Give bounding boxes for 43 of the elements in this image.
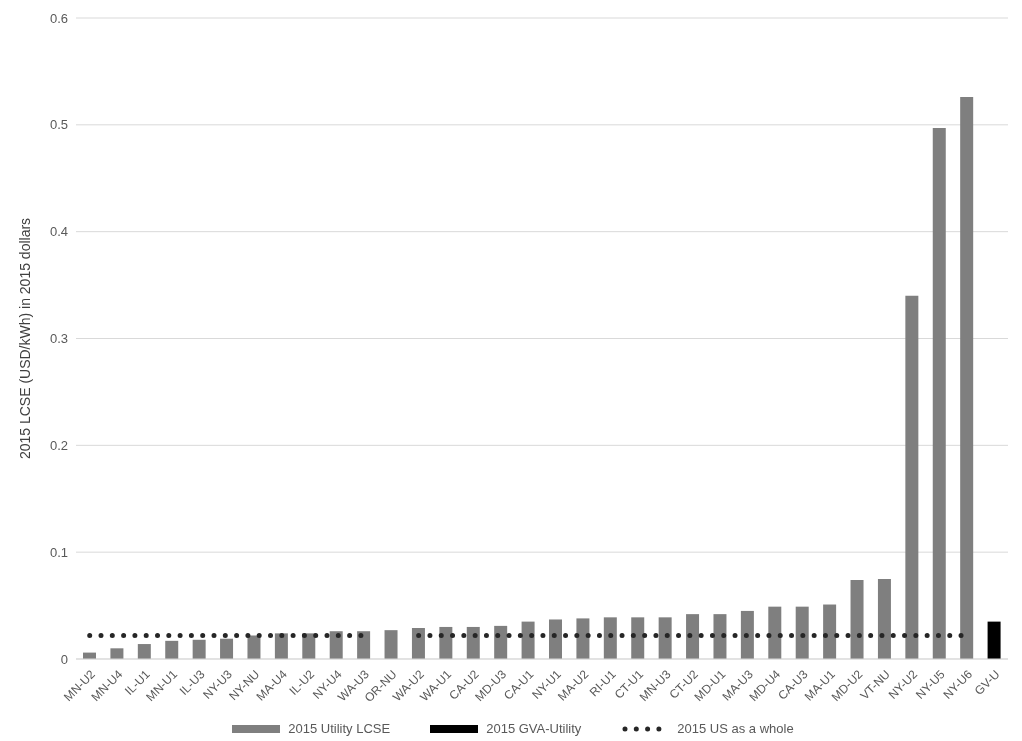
bar (603, 617, 617, 659)
bar (987, 621, 1001, 659)
bar (220, 638, 234, 659)
bar (357, 631, 371, 659)
bar (795, 606, 809, 659)
bar (192, 639, 206, 659)
y-tick-label: 0.5 (49, 117, 68, 133)
bar (713, 614, 727, 659)
bar (932, 128, 946, 659)
y-tick-label: 0.6 (49, 10, 68, 26)
bar (549, 619, 562, 659)
bar (110, 648, 124, 659)
bar (576, 618, 590, 659)
bar (137, 644, 151, 659)
legend-label: 2015 Utility LCSE (288, 721, 391, 736)
bar (274, 633, 288, 659)
y-tick-label: 0.2 (49, 437, 68, 453)
bar (466, 626, 480, 659)
legend-label: 2015 US as a whole (677, 721, 794, 736)
bar (439, 626, 453, 659)
bar (329, 631, 343, 659)
bar (521, 621, 535, 659)
bar (384, 630, 398, 659)
bar (686, 614, 700, 659)
bar (905, 295, 919, 659)
bar (960, 97, 974, 659)
y-tick-label: 0.1 (49, 544, 68, 560)
legend-label: 2015 GVA-Utility (486, 721, 582, 736)
y-tick-label: 0.4 (49, 224, 68, 240)
bar (850, 579, 864, 659)
bar (740, 610, 754, 659)
bar (165, 640, 179, 659)
bar (247, 635, 261, 659)
bar (631, 617, 645, 659)
bar (877, 578, 891, 659)
bar (411, 628, 425, 659)
bar (823, 604, 837, 659)
bar (494, 625, 508, 659)
y-tick-label: 0.3 (49, 331, 68, 347)
bar (658, 617, 672, 659)
y-axis-title: 2015 LCSE (USD/kWh) in 2015 dollars (16, 217, 33, 460)
bar (768, 606, 782, 659)
y-tick-label: 0 (60, 651, 68, 667)
